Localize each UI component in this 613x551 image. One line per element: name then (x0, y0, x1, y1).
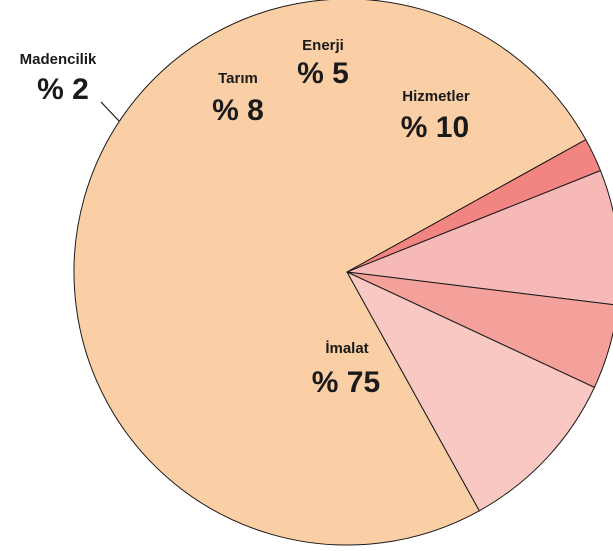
madencilik-leader-line (100, 101, 120, 122)
pie-slices (73, 0, 613, 546)
slice-value-enerji: % 5 (297, 57, 349, 90)
slice-label-tarim: Tarım (218, 70, 258, 87)
slice-label-madencilik: Madencilik (20, 51, 97, 68)
slice-label-imalat: İmalat (325, 340, 368, 357)
pie-slice-i-malat (73, 0, 587, 546)
slice-label-hizmetler: Hizmetler (402, 88, 470, 105)
pie-slice-tarim (346, 170, 613, 306)
slice-value-tarim: % 8 (212, 94, 264, 127)
pie-labels: İmalat % 75 Madencilik % 2 Tarım % 8 Ene… (20, 37, 470, 399)
slice-value-madencilik: % 2 (37, 73, 89, 106)
slice-value-imalat: % 75 (312, 366, 380, 399)
slice-label-enerji: Enerji (302, 37, 344, 54)
pie-slice-hizmetler (346, 271, 595, 512)
slice-value-hizmetler: % 10 (401, 111, 469, 144)
